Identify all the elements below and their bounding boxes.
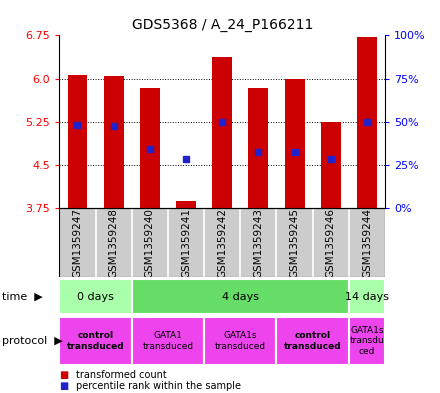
Text: percentile rank within the sample: percentile rank within the sample — [76, 381, 241, 391]
Bar — [349, 318, 385, 365]
Text: ■: ■ — [59, 370, 69, 380]
Text: GSM1359243: GSM1359243 — [253, 208, 264, 278]
Text: protocol  ▶: protocol ▶ — [2, 336, 63, 346]
Bar — [212, 57, 232, 208]
Text: transformed count: transformed count — [76, 370, 167, 380]
Text: 0 days: 0 days — [77, 292, 114, 302]
Bar — [68, 75, 88, 208]
Bar — [132, 318, 204, 365]
Text: ■: ■ — [59, 381, 69, 391]
Bar — [349, 279, 385, 314]
Bar — [285, 79, 304, 208]
Title: GDS5368 / A_24_P166211: GDS5368 / A_24_P166211 — [132, 18, 313, 31]
Text: 14 days: 14 days — [345, 292, 389, 302]
Bar — [176, 201, 196, 208]
Text: time  ▶: time ▶ — [2, 292, 43, 302]
Text: control
transduced: control transduced — [284, 331, 341, 351]
Bar — [321, 122, 341, 208]
Text: GATA1
transduced: GATA1 transduced — [143, 331, 194, 351]
Bar — [59, 279, 132, 314]
Text: GSM1359244: GSM1359244 — [362, 208, 372, 278]
Text: GSM1359248: GSM1359248 — [109, 208, 119, 278]
Text: GSM1359245: GSM1359245 — [290, 208, 300, 278]
Bar — [249, 88, 268, 208]
Text: GSM1359240: GSM1359240 — [145, 208, 155, 277]
Text: GSM1359247: GSM1359247 — [73, 208, 82, 278]
Bar — [276, 318, 349, 365]
Text: GATA1s
transdu
ced: GATA1s transdu ced — [349, 326, 384, 356]
Bar — [104, 76, 124, 208]
Text: GATA1s
transduced: GATA1s transduced — [215, 331, 266, 351]
Bar — [204, 318, 276, 365]
Text: GSM1359241: GSM1359241 — [181, 208, 191, 278]
Bar — [132, 279, 349, 314]
Bar — [140, 88, 160, 208]
Text: GSM1359242: GSM1359242 — [217, 208, 227, 278]
Bar — [357, 37, 377, 208]
Text: 4 days: 4 days — [222, 292, 259, 302]
Text: control
transduced: control transduced — [67, 331, 125, 351]
Bar — [59, 318, 132, 365]
Text: GSM1359246: GSM1359246 — [326, 208, 336, 278]
